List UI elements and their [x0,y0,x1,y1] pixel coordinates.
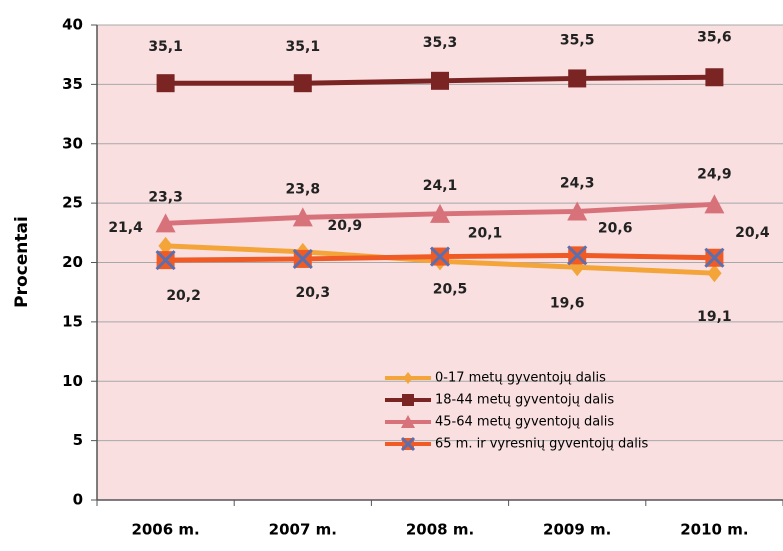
data-label: 20,4 [735,225,770,241]
marker [705,68,724,87]
marker [707,264,722,283]
marker [704,247,725,268]
data-label: 19,1 [697,309,732,325]
y-tick-label: 35 [62,75,83,93]
marker [704,194,725,214]
x-tick-label: 2010 m. [680,521,748,539]
marker [431,71,449,90]
marker [567,201,588,221]
marker [568,69,587,88]
marker-cross [429,246,451,267]
data-label: 35,1 [148,39,183,55]
data-label: 20,6 [598,220,633,236]
data-label: 23,8 [286,181,321,197]
marker [570,258,585,277]
marker [155,213,176,233]
marker [403,372,413,384]
marker [292,248,313,269]
data-label: 24,3 [560,175,595,191]
data-label: 20,9 [328,218,363,234]
legend-label: 45-64 metų gyventojų dalis [435,415,614,430]
marker-cross [292,248,313,269]
legend-label: 65 m. ir vyresnių gyventojų dalis [435,437,648,452]
marker [292,207,313,227]
data-label: 35,1 [286,39,321,55]
legend-label: 18-44 metų gyventojų dalis [435,393,614,408]
marker [567,245,588,266]
y-tick-label: 0 [73,491,83,509]
marker [429,246,451,267]
data-label: 23,3 [148,189,183,205]
marker [402,394,414,406]
marker-cross [400,436,416,452]
x-tick-label: 2008 m. [406,521,474,539]
y-tick-label: 5 [73,431,83,449]
data-label: 35,3 [423,35,458,51]
y-axis-label: Procentai [12,216,32,308]
data-label: 19,6 [550,295,585,311]
legend: 0-17 metų gyventojų dalis 18-44 metų gyve… [385,371,648,452]
data-label: 24,1 [423,178,458,194]
x-tick-label: 2006 m. [131,521,199,539]
data-label: 20,3 [296,285,331,301]
y-tick-label: 25 [62,194,83,212]
x-tick-label: 2007 m. [269,521,337,539]
y-tick-label: 20 [62,253,83,271]
marker-cross [567,245,588,266]
marker-cross [155,250,176,271]
y-tick-label: 15 [62,312,83,330]
data-label: 20,1 [468,225,503,241]
marker [156,74,175,93]
marker [430,203,450,223]
y-tick-label: 40 [62,16,83,34]
marker [400,436,416,452]
data-label: 21,4 [108,220,143,236]
y-tick-label: 30 [62,134,83,152]
data-label: 20,2 [166,288,201,304]
data-label: 20,5 [433,282,468,298]
data-label: 35,6 [697,29,732,45]
y-tick-label: 10 [62,372,83,390]
legend-label: 0-17 metų gyventojų dalis [435,371,606,386]
data-label: 35,5 [560,32,595,48]
x-tick-label: 2009 m. [543,521,611,539]
marker [158,236,173,255]
marker-cross [704,247,725,268]
marker [155,250,176,271]
data-label: 24,9 [697,166,732,182]
marker [293,74,312,93]
marker [401,415,415,428]
